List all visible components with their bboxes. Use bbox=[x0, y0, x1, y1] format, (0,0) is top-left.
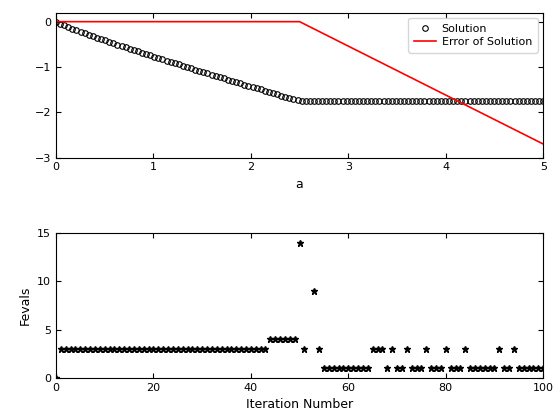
Solution bbox=[298, 98, 305, 103]
Solution bbox=[155, 55, 162, 60]
Solution bbox=[540, 98, 547, 103]
Solution bbox=[327, 98, 334, 103]
X-axis label: Iteration Number: Iteration Number bbox=[246, 399, 353, 412]
Solution bbox=[528, 98, 534, 103]
Error of Solution bbox=[296, 19, 303, 24]
Solution bbox=[393, 98, 399, 103]
Error of Solution bbox=[53, 19, 59, 24]
Legend: Solution, Error of Solution: Solution, Error of Solution bbox=[408, 18, 538, 52]
Solution bbox=[53, 19, 59, 24]
Line: Error of Solution: Error of Solution bbox=[56, 22, 543, 144]
X-axis label: a: a bbox=[296, 178, 304, 191]
Solution bbox=[442, 98, 449, 103]
Line: Solution: Solution bbox=[53, 19, 546, 104]
Solution bbox=[184, 65, 190, 70]
Error of Solution bbox=[540, 142, 547, 147]
Y-axis label: Fevals: Fevals bbox=[18, 286, 31, 325]
